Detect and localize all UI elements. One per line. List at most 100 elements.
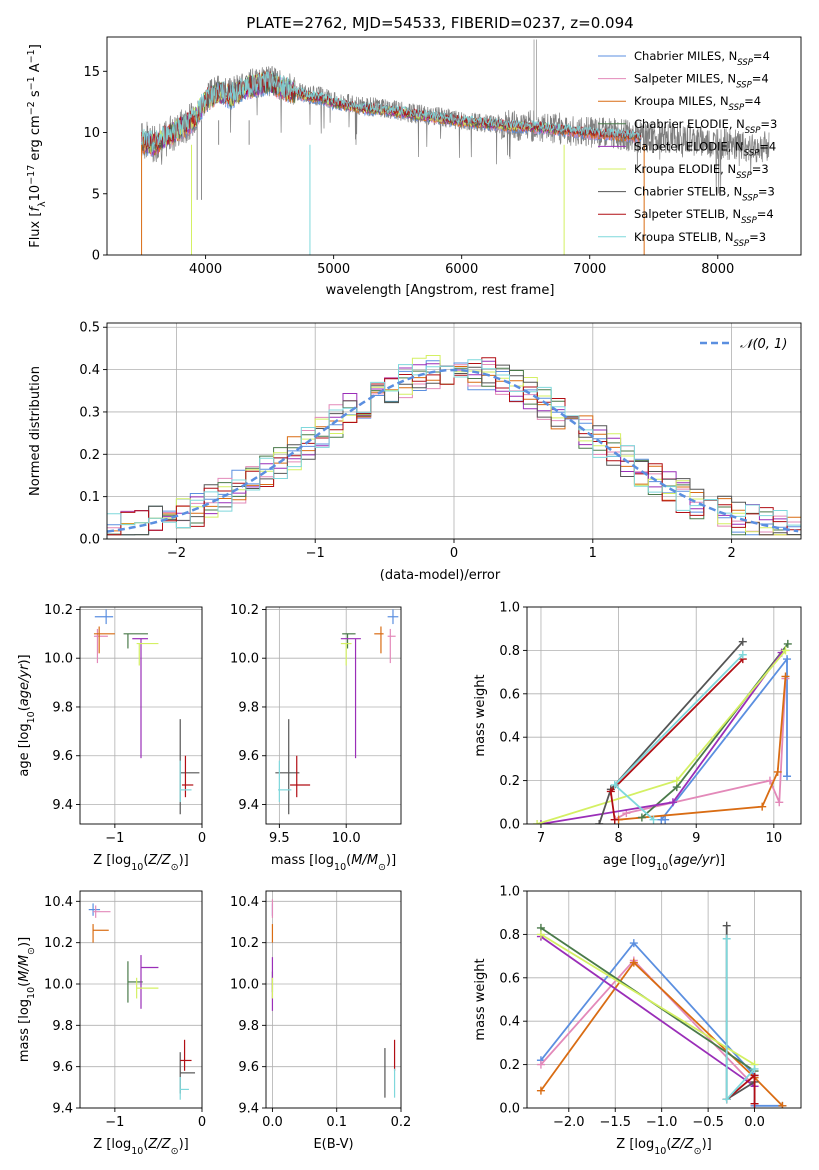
y-tick-label: 10 (83, 126, 100, 141)
series-marker (722, 921, 731, 930)
series-marker (758, 802, 767, 811)
y-tick-label: 0.0 (79, 533, 100, 548)
y-tick-label: 0.2 (499, 1058, 520, 1073)
series-marker (781, 672, 790, 681)
y-tick-label: 9.8 (238, 1019, 259, 1034)
series-marker (750, 1099, 759, 1108)
y-tick-label: 0.6 (499, 687, 520, 702)
series-marker (629, 958, 638, 967)
legend-label: Salpeter STELIB, NSSP=4 (634, 207, 774, 226)
y-tick-label: 10.4 (230, 895, 259, 910)
data-point (123, 633, 148, 649)
x-tick-label: 8000 (701, 262, 734, 277)
x-tick-label: 10.0 (332, 831, 361, 846)
series-line (540, 935, 756, 1088)
series-marker (606, 787, 615, 796)
axes-frame (526, 890, 802, 1109)
legend: Chabrier MILES, NSSP=4 Salpeter MILES, NS… (598, 49, 777, 249)
y-tick-label: 0 (92, 249, 100, 264)
series-marker (765, 776, 774, 785)
data-point (140, 955, 159, 1009)
data-point (340, 638, 361, 759)
legend-label: Chabrier ELODIE, NSSP=3 (634, 117, 777, 136)
y-tick-label: 0.6 (499, 971, 520, 986)
x-axis-label: Z [log10(Z/Z⊙)] (93, 1137, 188, 1157)
legend-label: Kroupa STELIB, NSSP=3 (634, 230, 766, 249)
y-tick-label: 0.4 (79, 363, 100, 378)
y-tick-label: 10.0 (230, 978, 259, 993)
y-tick-label: 9.8 (52, 700, 73, 715)
x-axis-label: mass [log10(M/M⊙)] (271, 853, 396, 873)
legend-label: Kroupa ELODIE, NSSP=3 (634, 162, 769, 181)
y-axis-label: mass weight (473, 958, 488, 1040)
series-line (618, 676, 787, 821)
data-point (179, 1052, 196, 1094)
data-point (93, 905, 111, 918)
axes-age-vs-Z: −1 0 9.4 9.6 9.8 10.0 10.2 (44, 603, 206, 846)
data-point (136, 642, 159, 666)
axes-age-vs-mass: 9.5 10.0 9.4 9.6 9.8 10.0 10.2 (230, 603, 402, 846)
x-tick-label: −1 (306, 546, 325, 561)
data-point (179, 1077, 189, 1100)
data-point (290, 755, 311, 798)
data-point (93, 626, 115, 654)
data-point (180, 1039, 192, 1071)
y-axis-label: Flux [fλ10−17 erg cm−2 s−1 A−1] (26, 44, 48, 248)
axes-weight-vs-Z: −2.0 −1.5 −1.0 −0.5 0.0 0.0 0.2 0.4 0.6 0.8 1.0 (499, 885, 802, 1130)
series-marker (536, 1086, 545, 1095)
data-point (127, 961, 143, 1003)
legend-label: Salpeter MILES, NSSP=4 (634, 72, 769, 91)
frame: −1 0 9.4 9.6 9.8 10.0 10.2 10.4 (44, 890, 206, 1130)
axes-frame (265, 890, 402, 1109)
y-tick-label: 1.0 (499, 601, 520, 616)
y-tick-label: 9.4 (52, 1102, 73, 1117)
y-tick-label: 10.2 (230, 603, 259, 618)
y-tick-label: 0.4 (499, 731, 520, 746)
series-marker (778, 1101, 787, 1108)
x-tick-label: −2 (167, 546, 186, 561)
y-tick-label: 9.6 (52, 1060, 73, 1075)
legend: 𝒩(0, 1) (700, 337, 787, 352)
axes-weight-vs-age: 7 8 9 10 0.0 0.2 0.4 0.6 0.8 1.0 (499, 601, 802, 846)
plot-area (271, 899, 396, 1098)
frame: 4000 5000 6000 7000 8000 0 5 10 15 (83, 36, 802, 277)
x-tick-label: 7 (537, 831, 545, 846)
normal-curve (107, 368, 799, 533)
x-tick-label: −1 (105, 831, 124, 846)
y-tick-label: 0.8 (499, 644, 520, 659)
x-tick-label: −2.0 (553, 1115, 585, 1130)
series-marker (783, 639, 792, 648)
series-marker (668, 798, 677, 807)
y-axis-label: mass weight (473, 674, 488, 756)
y-tick-label: 9.4 (52, 798, 73, 813)
series-marker (657, 815, 666, 824)
data-point (94, 609, 114, 625)
x-tick-label: 5000 (317, 262, 350, 277)
x-tick-label: 9.5 (269, 831, 290, 846)
x-axis-label: age [log10(age/yr)] (603, 853, 725, 873)
axes-residuals: −2 −1 0 1 2 0.0 0.1 0.2 0.3 0.4 0.5 (79, 321, 802, 561)
legend-label: 𝒩(0, 1) (740, 337, 787, 352)
y-tick-label: 10.2 (230, 936, 259, 951)
series-marker (722, 934, 731, 943)
plot-area (141, 39, 770, 255)
series-line (540, 961, 784, 1107)
y-axis-label: age [log10(age/yr)] (17, 654, 37, 776)
frame: 0.0 0.1 0.2 9.4 9.6 9.8 10.0 10.2 10.4 (230, 890, 411, 1130)
data-point (387, 628, 396, 664)
series-marker (773, 767, 782, 776)
series-line (659, 656, 788, 821)
x-tick-label: −1 (105, 1115, 124, 1130)
x-tick-label: 8 (614, 831, 622, 846)
model-spectrum-chabrier-elodie (141, 73, 565, 156)
series-marker (722, 1095, 731, 1104)
frame: −2 −1 0 1 2 0.0 0.1 0.2 0.3 0.4 0.5 (79, 321, 802, 561)
frame: −1 0 9.4 9.6 9.8 10.0 10.2 (44, 603, 206, 846)
y-tick-label: 9.6 (238, 749, 259, 764)
x-axis-label: wavelength [Angstrom, rest frame] (326, 283, 555, 298)
x-axis-label: (data-model)/error (380, 568, 501, 583)
histogram-kroupa-stelib (107, 359, 801, 536)
y-axis-label: mass [log10(M/M⊙)] (17, 937, 37, 1062)
data-point (387, 609, 399, 625)
